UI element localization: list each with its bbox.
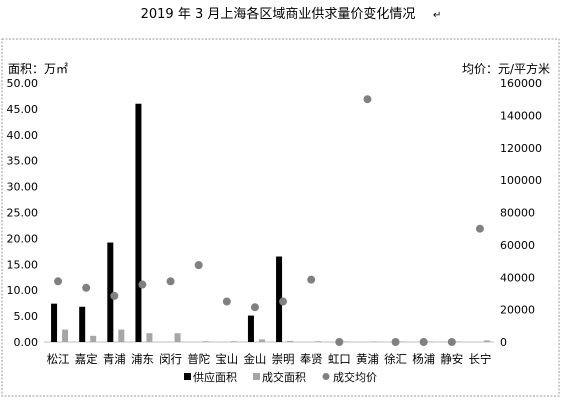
point-deal-price — [363, 95, 372, 104]
category-label: 静安 — [440, 352, 463, 366]
bar-deal-area — [483, 340, 490, 342]
point-deal-price — [475, 224, 484, 233]
legend-swatch-supply — [184, 373, 191, 380]
right-tick-label: 140000 — [500, 109, 542, 122]
right-tick-label: 0 — [500, 336, 507, 349]
left-tick-label: 20.00 — [7, 232, 39, 245]
chart-frame — [1, 38, 560, 397]
legend: 供应面积 成交面积 成交均价 — [184, 370, 377, 384]
left-tick-label: 0.00 — [14, 336, 39, 349]
left-tick-label: 40.00 — [7, 129, 39, 142]
bar-deal-area — [146, 333, 153, 342]
left-tick-label: 5.00 — [14, 310, 39, 323]
point-deal-price — [110, 291, 119, 300]
category-label: 虹口 — [328, 352, 351, 366]
category-label: 金山 — [243, 352, 266, 366]
category-label: 闵行 — [159, 352, 182, 366]
bar-deal-area — [343, 341, 350, 342]
left-tick-label: 35.00 — [7, 155, 39, 168]
bar-deal-area — [455, 341, 462, 342]
point-deal-price — [307, 275, 316, 284]
point-deal-price — [447, 338, 456, 346]
bar-deal-area — [230, 341, 237, 342]
left-tick-label: 10.00 — [7, 284, 39, 297]
category-label: 松江 — [47, 352, 70, 366]
left-tick-label: 30.00 — [7, 181, 39, 194]
right-tick-label: 60000 — [500, 239, 535, 252]
point-deal-price — [194, 261, 203, 270]
right-tick-label: 120000 — [500, 142, 542, 155]
legend-swatch-deal-price — [322, 373, 330, 380]
category-label: 嘉定 — [75, 352, 98, 366]
category-label: 青浦 — [103, 352, 126, 366]
left-tick-label: 50.00 — [7, 77, 39, 90]
bar-supply-area — [247, 315, 254, 342]
bar-supply-area — [51, 303, 58, 342]
legend-swatch-deal-area — [253, 373, 260, 380]
category-label: 崇明 — [272, 352, 295, 366]
title-return-mark: ↵ — [433, 10, 441, 21]
bar-supply-area — [79, 306, 86, 342]
category-label: 普陀 — [187, 352, 210, 366]
point-deal-price — [250, 303, 259, 312]
bar-deal-area — [258, 339, 265, 342]
legend-label-deal-price: 成交均价 — [333, 370, 377, 384]
bar-deal-area — [315, 341, 322, 342]
bar-supply-area — [276, 256, 283, 342]
category-label: 浦东 — [131, 352, 154, 366]
point-deal-price — [166, 277, 175, 286]
right-tick-label: 80000 — [500, 207, 535, 220]
bar-deal-area — [118, 329, 125, 342]
point-deal-price — [222, 297, 231, 306]
point-deal-price — [335, 338, 344, 346]
bar-deal-area — [427, 341, 434, 342]
right-tick-label: 100000 — [500, 174, 542, 187]
bar-deal-area — [62, 329, 69, 342]
point-deal-price — [279, 297, 288, 306]
right-tick-label: 40000 — [500, 271, 535, 284]
legend-label-deal-area: 成交面积 — [262, 370, 306, 384]
category-label: 徐汇 — [384, 352, 407, 366]
bar-deal-area — [371, 341, 378, 342]
left-tick-label: 45.00 — [7, 103, 39, 116]
bar-deal-area — [174, 333, 181, 342]
legend-label-supply: 供应面积 — [193, 370, 237, 384]
bar-deal-area — [287, 340, 294, 342]
point-deal-price — [54, 277, 63, 286]
category-label: 宝山 — [215, 352, 238, 366]
point-deal-price — [419, 338, 428, 346]
category-label: 奉贤 — [300, 352, 323, 366]
left-tick-label: 25.00 — [7, 207, 39, 220]
bar-deal-area — [202, 341, 209, 342]
bar-supply-area — [135, 103, 142, 342]
left-axis-title: 面积：万㎡ — [8, 62, 68, 76]
bar-supply-area — [107, 242, 114, 342]
point-deal-price — [138, 280, 147, 289]
chart-title: 2019 年 3 月上海各区域商业供求量价变化情况 — [141, 6, 416, 22]
right-tick-label: 160000 — [500, 77, 542, 90]
left-tick-label: 15.00 — [7, 258, 39, 271]
right-tick-label: 20000 — [500, 304, 535, 317]
bar-deal-area — [90, 335, 97, 342]
bar-deal-area — [399, 341, 406, 342]
point-deal-price — [391, 338, 400, 346]
category-label: 长宁 — [468, 352, 491, 366]
category-label: 杨浦 — [412, 352, 435, 366]
category-label: 黄浦 — [356, 352, 379, 366]
right-axis-title: 均价：元/平方米 — [462, 61, 550, 76]
point-deal-price — [82, 283, 91, 292]
